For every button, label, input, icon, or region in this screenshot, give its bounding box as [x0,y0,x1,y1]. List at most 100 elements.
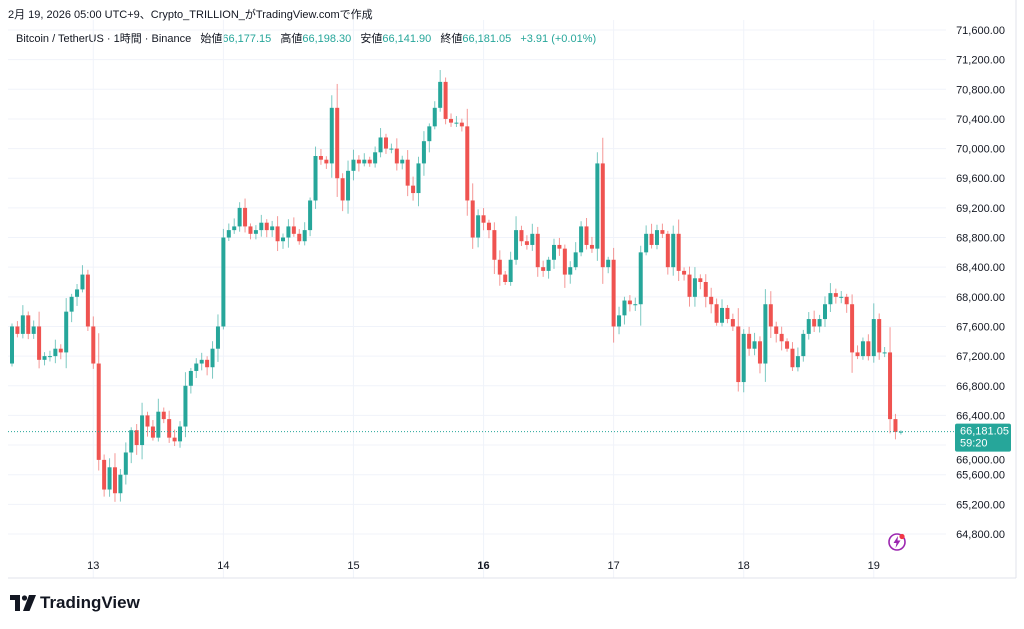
time-axis[interactable]: 13 14 15 16 17 18 19 [87,560,880,572]
candle-body [790,348,795,368]
candle [75,284,80,306]
candle [806,312,811,340]
candle [465,108,470,216]
candle-body [134,430,139,446]
candle [264,219,269,238]
candle [665,230,670,275]
candle [638,245,643,326]
candle-body [595,163,600,249]
brand-name: TradingView [40,593,140,612]
candle [709,287,714,314]
candle-body [839,296,844,298]
candle-body [145,415,150,427]
candle [747,326,752,356]
candle [795,347,800,372]
candle-body [427,126,432,142]
candle-body [91,326,96,364]
candle-body [665,233,670,268]
candle-body [524,241,529,245]
candle-body [237,207,242,227]
candle-body [340,178,345,201]
candle-body [801,333,806,357]
candle-body [795,356,800,368]
lightning-alert-icon[interactable] [887,532,907,552]
candle-body [411,185,416,194]
tradingview-logo[interactable]: TradingView [10,593,140,613]
candle [606,256,611,274]
candle [161,407,166,424]
candle-body [15,326,20,334]
candle-body [730,319,735,327]
candle [703,274,708,308]
candle-body [53,348,58,357]
candle [562,244,567,288]
candle [340,173,345,212]
candle [714,298,719,326]
candle [215,314,220,362]
candle-body [96,363,101,460]
candle [253,225,258,240]
candle [882,347,887,358]
candle-body [698,278,703,282]
candle [85,269,90,331]
candle-body [709,296,714,305]
candle-body [188,370,193,386]
open-value: 66,177.15 [222,33,272,45]
candle [411,176,416,201]
candle [698,274,703,290]
candle-body [302,230,307,242]
candle-body [129,430,134,453]
candle [785,338,790,352]
candle [167,410,172,443]
candle-body [833,293,838,297]
candle-body [638,252,643,305]
candle [481,208,486,231]
candle-body [356,159,361,164]
candle [449,113,454,127]
candle-body [313,156,318,201]
candle [362,153,367,167]
candle-body [58,348,63,353]
candle-body [80,274,85,290]
symbol-label[interactable]: Bitcoin / TetherUS · 1時間 · Binance [16,33,192,45]
grid [8,20,946,578]
candle [178,421,183,448]
candle [237,202,242,232]
candle-body [692,278,697,297]
change-value: +3.91 (+0.01%) [520,33,597,45]
candle-body [443,81,448,119]
candle-body [871,319,876,357]
candle [654,224,659,250]
candle [427,123,432,153]
time-tick-label: 14 [217,560,229,572]
close-value: 66,181.05 [462,33,512,45]
candle [459,118,464,132]
candle-body [660,230,665,234]
candle-body [514,230,519,260]
candle [259,214,264,237]
candle [356,155,361,172]
candle [584,217,589,250]
candle [302,222,307,246]
candle-body [752,341,757,349]
candle [817,314,822,333]
candle [123,442,128,485]
candle-body [454,122,459,124]
candle-body [768,304,773,327]
candle-body [459,122,464,127]
price-axis[interactable]: 71,600.00 71,200.00 70,800.00 70,400.00 70,0… [956,25,1005,541]
candle-body [221,237,226,327]
candle [205,356,210,376]
candle [42,352,47,366]
candle [898,430,903,435]
candle-body [253,230,258,234]
candle [226,223,231,242]
candle-body [584,226,589,245]
price-tick-label: 70,400.00 [956,114,1005,126]
candle [194,358,199,379]
candle-body [465,126,470,201]
candle-body [42,356,47,360]
candle [627,295,632,312]
candle [844,293,849,313]
